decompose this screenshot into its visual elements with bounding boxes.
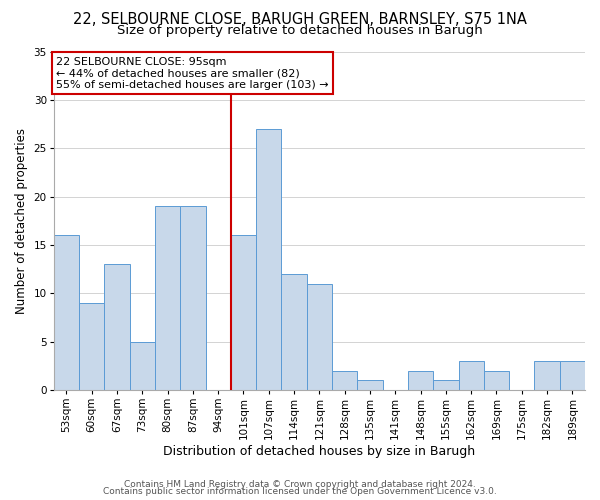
Bar [130,342,155,390]
Bar [307,284,332,390]
Bar [358,380,383,390]
Text: Size of property relative to detached houses in Barugh: Size of property relative to detached ho… [117,24,483,37]
Bar [408,370,433,390]
Text: Contains HM Land Registry data © Crown copyright and database right 2024.: Contains HM Land Registry data © Crown c… [124,480,476,489]
Bar [484,370,509,390]
Bar [458,361,484,390]
Bar [560,361,585,390]
Bar [256,129,281,390]
Text: 22 SELBOURNE CLOSE: 95sqm
← 44% of detached houses are smaller (82)
55% of semi-: 22 SELBOURNE CLOSE: 95sqm ← 44% of detac… [56,56,329,90]
Bar [535,361,560,390]
Bar [104,264,130,390]
Bar [231,235,256,390]
Bar [155,206,180,390]
Bar [54,235,79,390]
Bar [281,274,307,390]
Bar [180,206,206,390]
Bar [332,370,358,390]
X-axis label: Distribution of detached houses by size in Barugh: Distribution of detached houses by size … [163,444,475,458]
Bar [79,303,104,390]
Text: Contains public sector information licensed under the Open Government Licence v3: Contains public sector information licen… [103,487,497,496]
Text: 22, SELBOURNE CLOSE, BARUGH GREEN, BARNSLEY, S75 1NA: 22, SELBOURNE CLOSE, BARUGH GREEN, BARNS… [73,12,527,28]
Y-axis label: Number of detached properties: Number of detached properties [15,128,28,314]
Bar [433,380,458,390]
